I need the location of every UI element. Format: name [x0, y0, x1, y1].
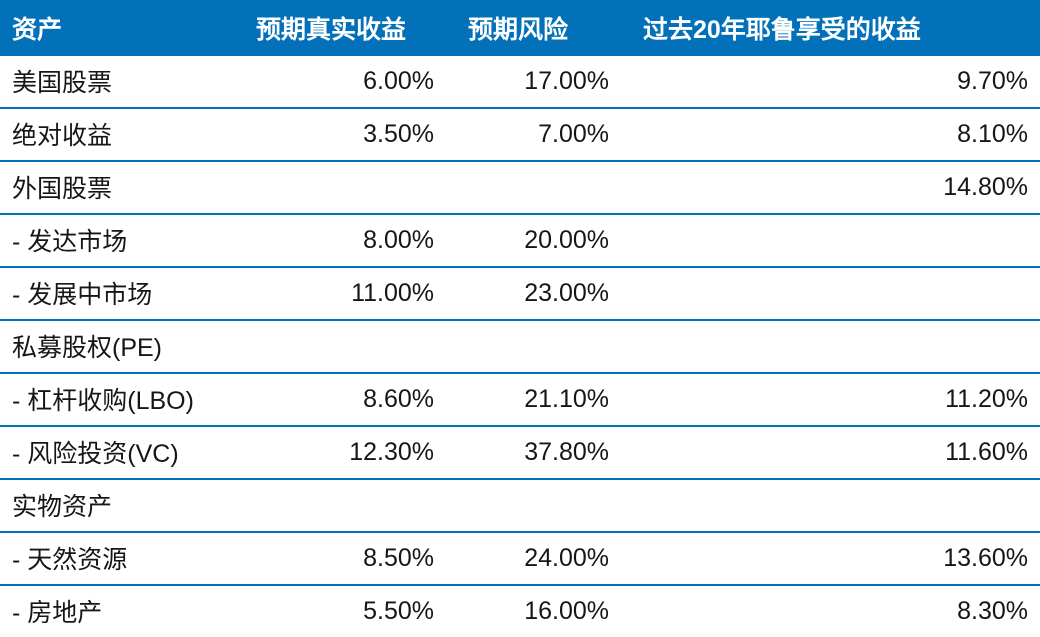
cell-expected-return: 3.50%: [234, 108, 446, 161]
cell-asset: 美国股票: [0, 56, 234, 108]
cell-expected-risk: 16.00%: [446, 585, 621, 637]
cell-expected-risk: 17.00%: [446, 56, 621, 108]
cell-expected-return: 8.60%: [234, 373, 446, 426]
cell-asset: - 天然资源: [0, 532, 234, 585]
table-row: - 发展中市场 11.00% 23.00%: [0, 267, 1040, 320]
cell-asset: 私募股权(PE): [0, 320, 234, 373]
cell-expected-return: 12.30%: [234, 426, 446, 479]
cell-yale-20yr: 13.60%: [621, 532, 1040, 585]
cell-expected-risk: [446, 320, 621, 373]
table-body: 美国股票 6.00% 17.00% 9.70% 绝对收益 3.50% 7.00%…: [0, 56, 1040, 637]
table-row: - 房地产 5.50% 16.00% 8.30%: [0, 585, 1040, 637]
cell-yale-20yr: [621, 267, 1040, 320]
cell-expected-risk: 24.00%: [446, 532, 621, 585]
cell-expected-return: 5.50%: [234, 585, 446, 637]
col-header-expected-risk: 预期风险: [446, 0, 621, 56]
cell-expected-return: 8.50%: [234, 532, 446, 585]
cell-yale-20yr: 8.30%: [621, 585, 1040, 637]
table-row: - 风险投资(VC) 12.30% 37.80% 11.60%: [0, 426, 1040, 479]
cell-yale-20yr: [621, 320, 1040, 373]
cell-asset: - 发达市场: [0, 214, 234, 267]
cell-yale-20yr: [621, 479, 1040, 532]
table-row: 绝对收益 3.50% 7.00% 8.10%: [0, 108, 1040, 161]
col-header-yale-20yr: 过去20年耶鲁享受的收益: [621, 0, 1040, 56]
cell-expected-risk: 23.00%: [446, 267, 621, 320]
table-row: 美国股票 6.00% 17.00% 9.70%: [0, 56, 1040, 108]
cell-expected-return: 6.00%: [234, 56, 446, 108]
cell-yale-20yr: 11.20%: [621, 373, 1040, 426]
cell-asset: - 杠杆收购(LBO): [0, 373, 234, 426]
cell-asset: 实物资产: [0, 479, 234, 532]
cell-asset: - 风险投资(VC): [0, 426, 234, 479]
table-row: - 天然资源 8.50% 24.00% 13.60%: [0, 532, 1040, 585]
table-row: - 杠杆收购(LBO) 8.60% 21.10% 11.20%: [0, 373, 1040, 426]
table-row: 实物资产: [0, 479, 1040, 532]
cell-asset: - 房地产: [0, 585, 234, 637]
cell-yale-20yr: 14.80%: [621, 161, 1040, 214]
table-header: 资产 预期真实收益 预期风险 过去20年耶鲁享受的收益: [0, 0, 1040, 56]
cell-yale-20yr: 8.10%: [621, 108, 1040, 161]
col-header-asset: 资产: [0, 0, 234, 56]
table-row: 私募股权(PE): [0, 320, 1040, 373]
cell-expected-return: 8.00%: [234, 214, 446, 267]
cell-expected-risk: 20.00%: [446, 214, 621, 267]
cell-asset: - 发展中市场: [0, 267, 234, 320]
cell-expected-return: 11.00%: [234, 267, 446, 320]
asset-returns-table: 资产 预期真实收益 预期风险 过去20年耶鲁享受的收益 美国股票 6.00% 1…: [0, 0, 1040, 637]
cell-yale-20yr: 11.60%: [621, 426, 1040, 479]
cell-expected-risk: [446, 479, 621, 532]
cell-expected-return: [234, 320, 446, 373]
cell-expected-risk: 7.00%: [446, 108, 621, 161]
cell-asset: 外国股票: [0, 161, 234, 214]
cell-expected-return: [234, 161, 446, 214]
cell-expected-risk: [446, 161, 621, 214]
cell-yale-20yr: 9.70%: [621, 56, 1040, 108]
table-row: - 发达市场 8.00% 20.00%: [0, 214, 1040, 267]
cell-expected-risk: 21.10%: [446, 373, 621, 426]
cell-expected-risk: 37.80%: [446, 426, 621, 479]
col-header-expected-return: 预期真实收益: [234, 0, 446, 56]
table-row: 外国股票 14.80%: [0, 161, 1040, 214]
cell-asset: 绝对收益: [0, 108, 234, 161]
cell-expected-return: [234, 479, 446, 532]
cell-yale-20yr: [621, 214, 1040, 267]
